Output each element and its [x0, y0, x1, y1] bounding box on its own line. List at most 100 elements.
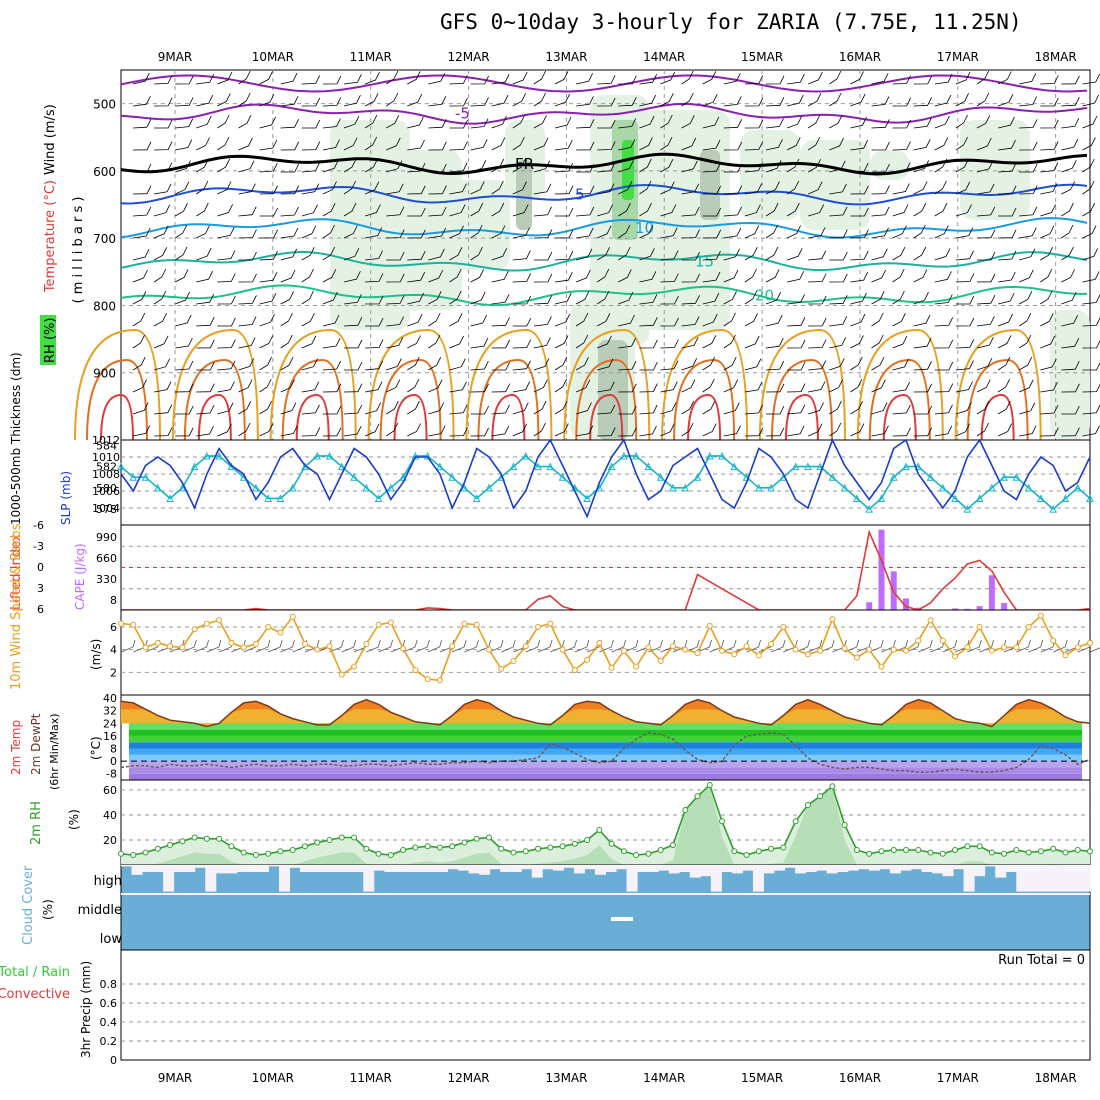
cloud-high-gap	[1005, 865, 1017, 872]
wind-barb	[892, 335, 908, 349]
wind-barb	[533, 251, 553, 261]
wind10m-line	[120, 614, 1091, 682]
rh-legend-swatch	[40, 315, 56, 365]
thickness-line-marker	[681, 483, 690, 492]
wind-barb	[976, 295, 996, 305]
wind-barb	[850, 116, 867, 129]
wind-barb	[301, 141, 321, 151]
wind-barb	[533, 70, 546, 85]
cloud-high-gap	[594, 865, 606, 875]
wind-barb	[765, 314, 783, 327]
wind-barb	[1018, 334, 1032, 349]
wind10m-line-marker	[363, 641, 370, 647]
rh2m-area-inner	[121, 785, 1090, 865]
thickness-line-marker	[840, 483, 849, 492]
thickness-line-marker	[178, 483, 187, 492]
ylabel-unit: (m/s)	[89, 639, 103, 670]
wind-barb	[955, 227, 974, 239]
wind-barb	[786, 248, 803, 261]
wind-barb	[808, 159, 821, 173]
wind-barb	[1061, 75, 1080, 85]
wind-barb	[892, 204, 909, 217]
cloud-high-gap	[458, 865, 470, 871]
wind-barb	[554, 313, 571, 327]
cloud-middle-gap	[611, 917, 633, 921]
wind-barb	[723, 312, 736, 327]
wind10m-line-marker	[375, 621, 382, 628]
wind-barb	[702, 423, 717, 437]
thickness-line-marker	[632, 451, 640, 460]
wind10m-line-marker	[657, 658, 664, 664]
wind-barb	[259, 229, 278, 239]
wind-barb	[238, 379, 253, 393]
thickness-line-marker	[755, 483, 763, 492]
y-tick-label: 4	[110, 644, 117, 657]
wind-barb	[196, 271, 213, 283]
wind-barb	[639, 361, 658, 371]
rh2m-line-marker	[338, 834, 345, 841]
wind-barb	[850, 229, 869, 239]
rh2m-line-marker	[1062, 849, 1069, 856]
wind-barb	[407, 116, 424, 129]
cloud-high-gap	[342, 865, 354, 872]
wind-barb	[744, 313, 758, 327]
wind10m-line-marker	[976, 624, 983, 630]
wind-barb	[449, 404, 468, 415]
wind10m-line-marker	[167, 643, 174, 650]
wind10m-line-marker	[510, 658, 517, 664]
wind-barb	[217, 295, 236, 305]
wind-barb	[892, 75, 911, 85]
wind-barb	[280, 248, 298, 261]
rh2m-line-marker	[289, 847, 296, 853]
wind-barb	[1061, 118, 1080, 129]
wind-barb	[976, 92, 990, 107]
wind-barb	[576, 119, 595, 129]
wind-barb	[597, 75, 616, 85]
wind-barb	[786, 180, 800, 195]
wind-barb	[807, 114, 821, 129]
wind10m-line-marker	[952, 653, 959, 660]
wind-barb	[913, 224, 926, 239]
wind-barb	[449, 313, 463, 327]
thickness-line-marker	[460, 483, 469, 492]
rh2m-line-marker	[559, 843, 566, 850]
wind-barb	[365, 360, 384, 371]
wind-barb	[301, 225, 317, 239]
wind-barb	[850, 292, 867, 305]
wind-barb	[554, 229, 574, 239]
wind10m-line-marker	[964, 644, 971, 651]
wind-barb-10m	[329, 639, 344, 653]
wind-barb	[364, 136, 378, 151]
cloud-high-gap	[700, 865, 712, 877]
ylabel-rh: RH (%)	[43, 318, 58, 363]
ylabel-unit: (%)	[41, 899, 55, 920]
wind-barb	[175, 97, 194, 107]
cloud-high-gap	[658, 865, 670, 871]
thickness-line-marker	[313, 451, 322, 460]
wind-barb	[787, 294, 805, 305]
wind-barb	[280, 402, 297, 415]
wind-barb	[470, 337, 489, 349]
thickness-line-marker	[705, 451, 714, 460]
wind-barb	[913, 97, 932, 107]
wind-barb	[934, 180, 947, 195]
wind10m-line-marker	[1062, 652, 1069, 659]
wind-barb	[428, 206, 447, 217]
isotherm-label: 20	[755, 286, 774, 304]
wind-barb	[681, 70, 694, 85]
wind-barb	[238, 273, 257, 283]
thickness-line-marker	[374, 494, 383, 502]
thickness-line-marker	[767, 483, 775, 492]
rh2m-line-marker	[142, 849, 149, 856]
wind-barb	[934, 202, 948, 217]
wind-barb	[238, 183, 256, 195]
wind-barb	[765, 75, 785, 85]
wind-barb	[554, 185, 574, 195]
wind-barb	[765, 202, 779, 217]
ylabel-precip: 3hr Precip (mm)	[79, 961, 93, 1058]
wind-barb	[660, 159, 674, 173]
wind-barb	[1040, 119, 1059, 129]
y-tick-label: 6	[110, 621, 117, 634]
wind-barb	[238, 229, 257, 239]
wind-barb	[280, 334, 293, 349]
